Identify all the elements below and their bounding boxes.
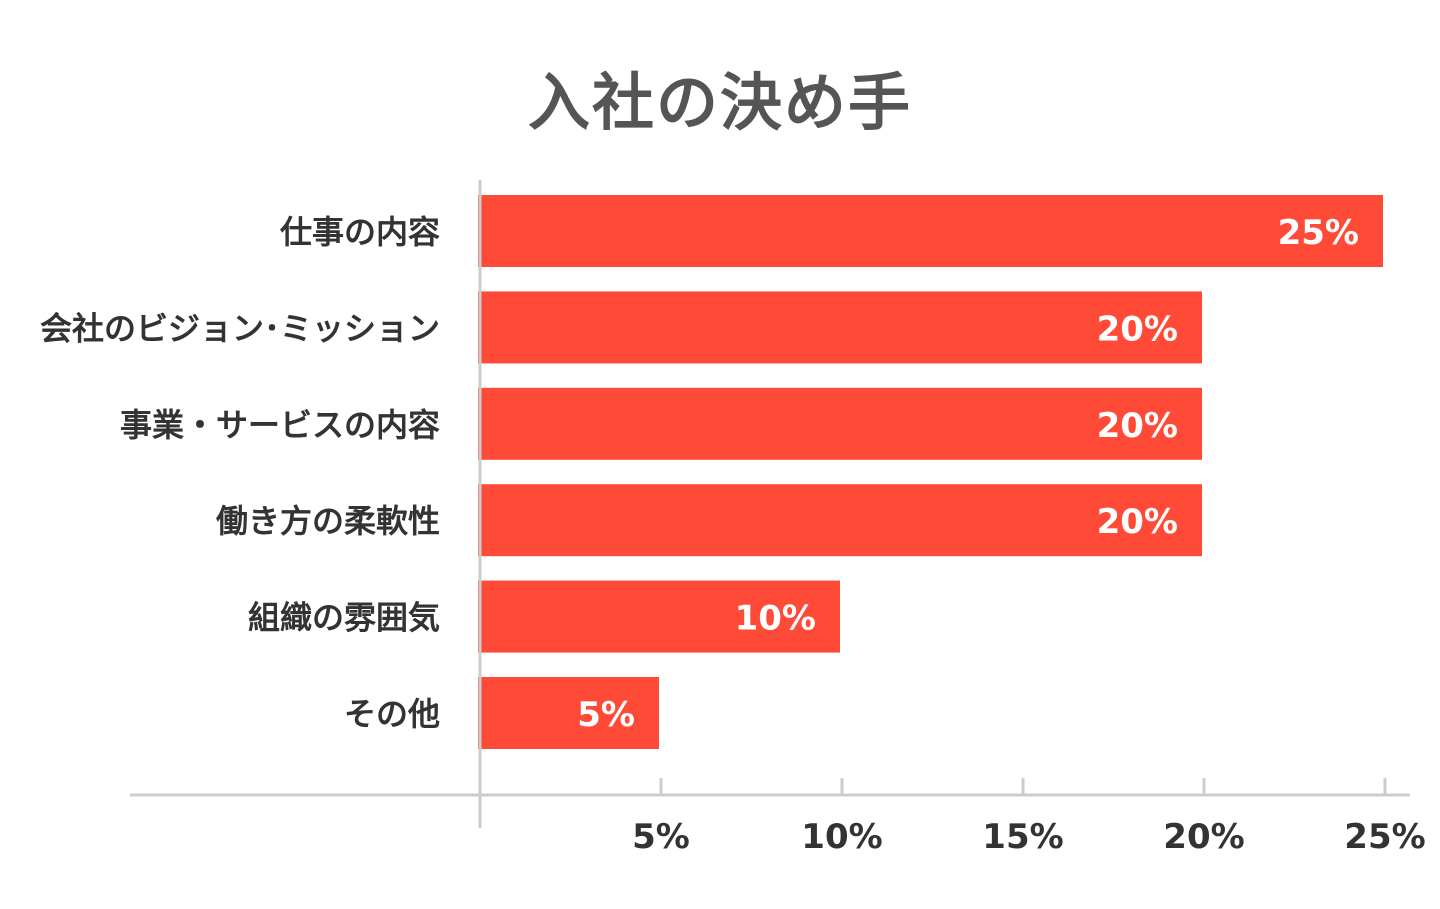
category-label: 事業・サービスの内容 (120, 406, 440, 444)
data-label: 20% (1097, 406, 1178, 446)
data-label: 25% (1278, 213, 1359, 253)
data-label: 10% (735, 599, 816, 639)
x-tick-label: 20% (1163, 817, 1244, 857)
bar (478, 677, 659, 749)
data-label: 20% (1097, 502, 1178, 542)
category-label: 働き方の柔軟性 (216, 502, 440, 540)
x-tick-label: 10% (801, 817, 882, 857)
bar (478, 291, 1202, 364)
x-tick-label: 5% (632, 817, 690, 857)
x-tick-label: 25% (1344, 817, 1425, 857)
category-label: 会社のビジョン･ミッション (40, 309, 440, 347)
bar (478, 580, 840, 653)
bar (478, 387, 1202, 460)
bar (478, 484, 1202, 557)
x-tick-label: 15% (982, 817, 1063, 857)
data-label: 5% (577, 695, 635, 735)
category-label: その他 (344, 695, 440, 733)
data-label: 20% (1097, 309, 1178, 349)
chart-title: 入社の決め手 (527, 66, 912, 139)
category-label: 仕事の内容 (280, 213, 440, 251)
bars-group: 仕事の内容 25% 会社のビジョン･ミッション 20% 事業・サービスの内容 20% 働き方… (40, 195, 1383, 749)
bar (478, 195, 1383, 267)
x-axis: 5% 10% 15% 20% 25% (130, 180, 1426, 857)
category-label: 組織の雰囲気 (248, 599, 440, 637)
